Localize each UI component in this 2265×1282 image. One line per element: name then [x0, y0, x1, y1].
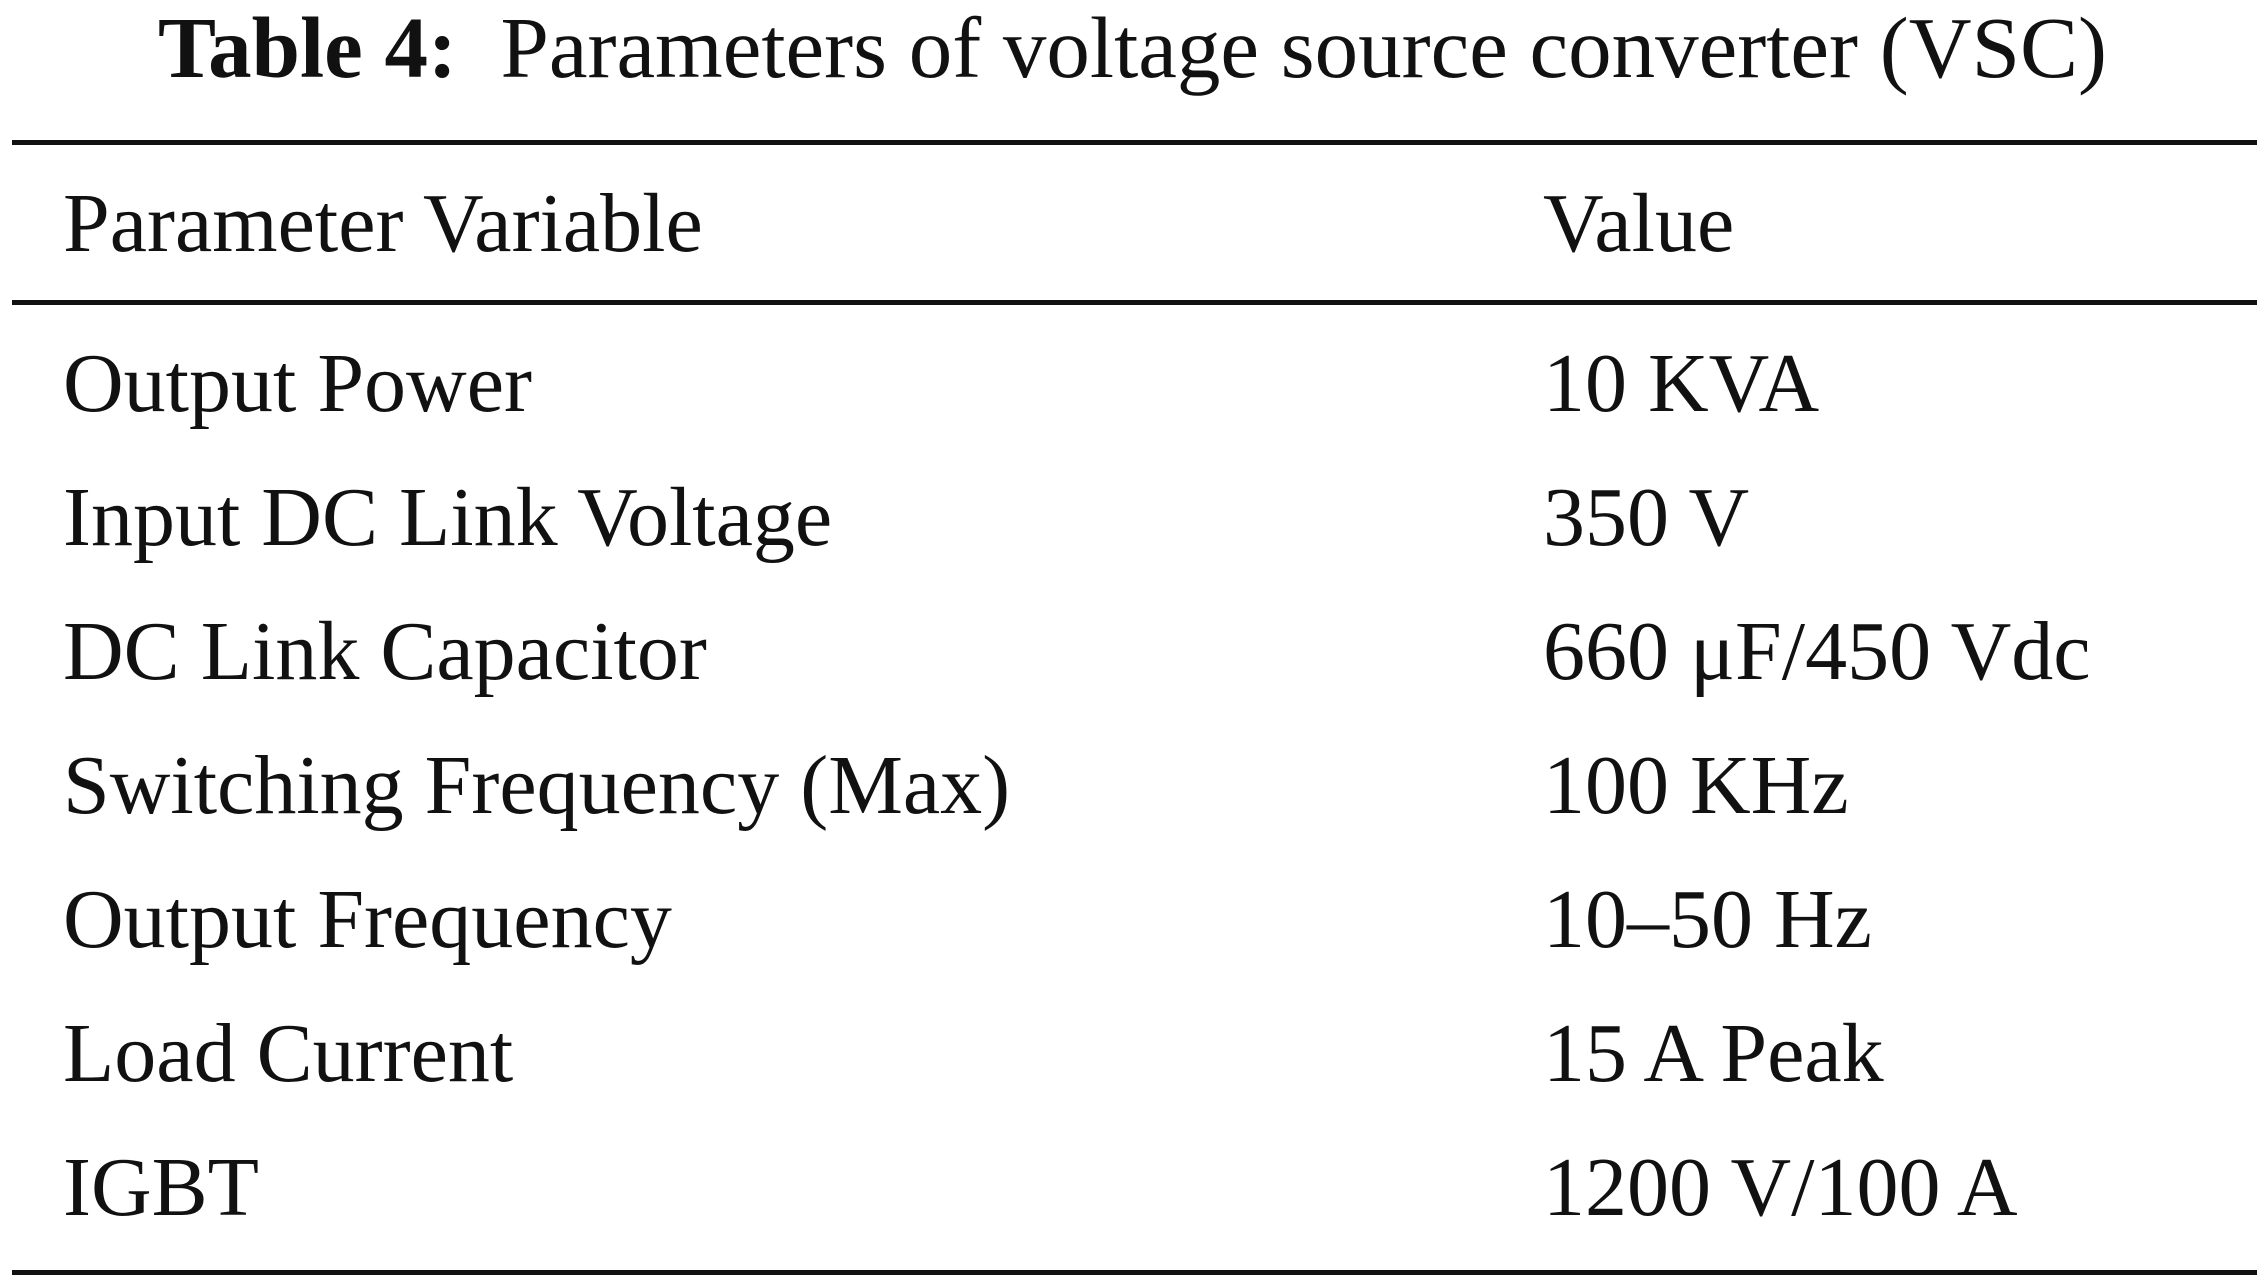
value-cell: 350 V: [1543, 471, 1750, 564]
caption-text: Parameters of voltage source converter (…: [500, 0, 2107, 96]
value-cell: 100 KHz: [1543, 739, 1849, 832]
value-cell: 10–50 Hz: [1543, 873, 1872, 966]
table-body: Output Power 10 KVA Input DC Link Voltag…: [0, 318, 2265, 1258]
table-row: Switching Frequency (Max) 100 KHz: [0, 720, 2265, 852]
table-row: IGBT 1200 V/100 A: [0, 1122, 2265, 1254]
parameter-cell: Input DC Link Voltage: [63, 471, 833, 564]
table-row: Output Frequency 10–50 Hz: [0, 854, 2265, 986]
table-bottom-rule: [12, 1270, 2257, 1275]
parameter-cell: Output Power: [63, 337, 532, 430]
header-parameter: Parameter Variable: [63, 177, 703, 270]
table-row: DC Link Capacitor 660 μF/450 Vdc: [0, 586, 2265, 718]
parameter-cell: IGBT: [63, 1141, 259, 1234]
value-cell: 15 A Peak: [1543, 1007, 1884, 1100]
parameter-cell: Output Frequency: [63, 873, 672, 966]
table-header-row: Parameter Variable Value: [0, 158, 2265, 290]
value-cell: 10 KVA: [1543, 337, 1820, 430]
table-row: Input DC Link Voltage 350 V: [0, 452, 2265, 584]
table-row: Load Current 15 A Peak: [0, 988, 2265, 1120]
table-row: Output Power 10 KVA: [0, 318, 2265, 450]
caption-label: Table 4:: [158, 0, 457, 96]
table-caption: Table 4: Parameters of voltage source co…: [0, 0, 2265, 96]
table-top-rule: [12, 140, 2257, 145]
parameter-cell: Switching Frequency (Max): [63, 739, 1011, 832]
parameter-cell: DC Link Capacitor: [63, 605, 707, 698]
table-header-rule: [12, 300, 2257, 305]
header-value: Value: [1543, 177, 1735, 270]
parameter-cell: Load Current: [63, 1007, 514, 1100]
value-cell: 660 μF/450 Vdc: [1543, 605, 2091, 698]
value-cell: 1200 V/100 A: [1543, 1141, 2018, 1234]
